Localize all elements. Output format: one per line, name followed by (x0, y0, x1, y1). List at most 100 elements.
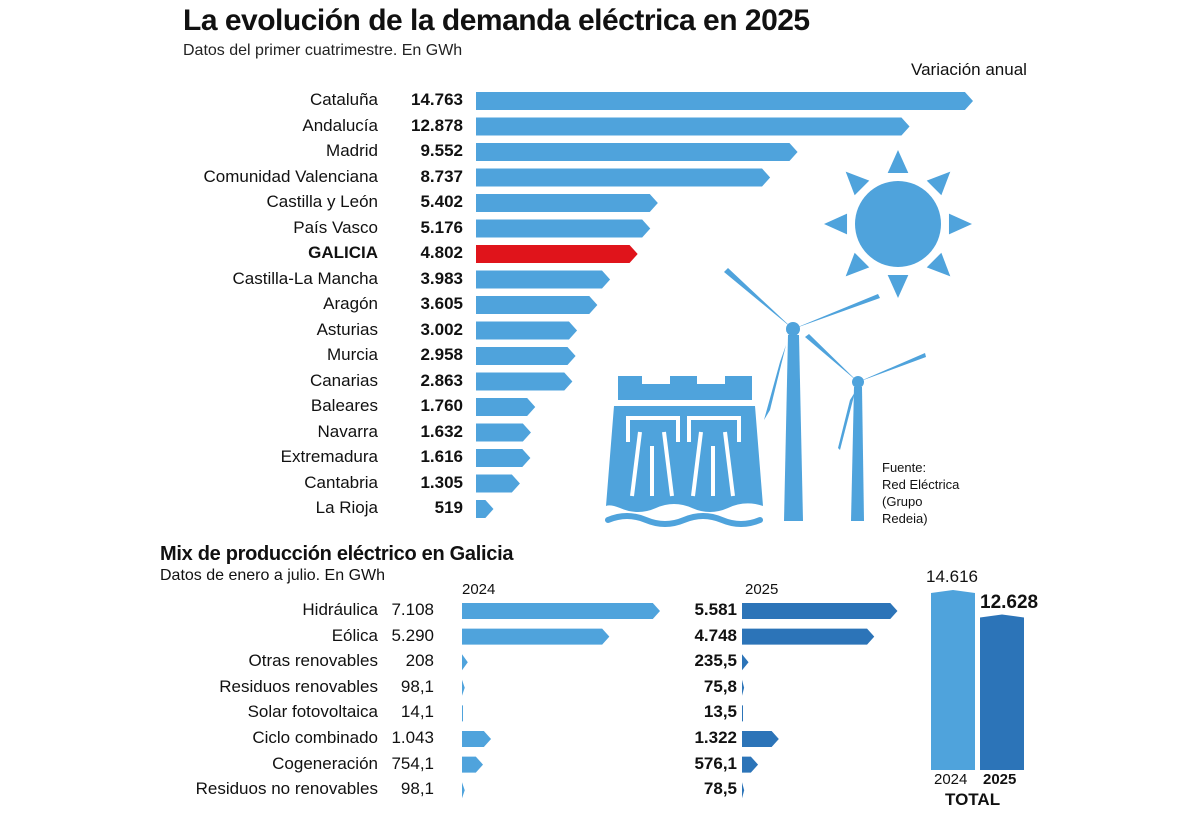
region-label: Castilla y León (266, 192, 378, 211)
region-label: Asturias (316, 319, 378, 339)
data-label: 1.632 (420, 421, 463, 441)
data-label: 519 (434, 498, 463, 517)
sun-ray (926, 252, 951, 277)
total-year-label: 2024 (934, 771, 968, 788)
data-label-2024: 7.108 (391, 600, 434, 619)
data-label-2025: 78,5 (703, 779, 737, 799)
region-label: Castilla-La Mancha (232, 268, 378, 288)
series-label-2024: 2024 (462, 581, 496, 598)
bar (476, 449, 531, 467)
bar-2025 (742, 654, 749, 671)
mix-subtitle: Datos de enero a julio. En GWh (160, 567, 386, 584)
sun-ray (824, 213, 848, 235)
bar-2024 (462, 603, 660, 619)
data-label-2025: 13,5 (703, 702, 737, 722)
data-label-2024: 1.043 (391, 728, 434, 747)
sun-ray (845, 252, 870, 277)
bar (476, 398, 536, 416)
data-label: 5.402 (420, 192, 463, 211)
bar (476, 423, 531, 442)
wind-turbine-icon (805, 334, 926, 521)
bar-2024 (462, 705, 463, 722)
sun-ray (948, 213, 972, 235)
total-bar (931, 590, 975, 770)
total-bar (980, 614, 1024, 770)
region-label: Cantabria (304, 472, 378, 492)
data-label: 3.002 (420, 319, 463, 339)
data-label-2025: 1.322 (694, 728, 737, 747)
region-label: Madrid (326, 141, 378, 160)
source-note: Fuente: Red Eléctrica (Grupo Redeia) (882, 459, 992, 527)
bar-2024 (462, 756, 484, 773)
region-label: Extremadura (280, 447, 378, 466)
series-label-2025: 2025 (745, 581, 779, 598)
bar (476, 474, 520, 493)
total-label-2025: 12.628 (980, 592, 1039, 613)
mix-title: Mix de producción eléctrico en Galicia (160, 543, 514, 565)
sun-ray (887, 150, 909, 174)
column-header: Variación anual (911, 60, 1027, 79)
bar (476, 117, 910, 136)
hydro-dam-icon (605, 376, 763, 527)
data-label: 3.983 (420, 268, 463, 288)
bar (476, 245, 638, 263)
source-line: Fuente: (882, 460, 927, 475)
data-label-2024: 5.290 (391, 625, 434, 645)
bar-2024 (462, 654, 468, 671)
region-label: Baleares (310, 396, 378, 415)
data-label-2024: 14,1 (400, 702, 434, 722)
sun-ray (887, 274, 909, 298)
bar (476, 347, 576, 365)
data-label-2025: 75,8 (703, 676, 737, 696)
source-label: Otras renovables (248, 651, 378, 671)
chart-subtitle: Datos del primer cuatrimestre. En GWh (183, 42, 463, 59)
total-label-2024: 14.616 (926, 567, 978, 586)
source-label: Solar fotovoltaica (247, 702, 378, 722)
data-label: 1.616 (420, 447, 463, 466)
data-label: 4.802 (420, 243, 463, 262)
region-label: La Rioja (315, 498, 378, 517)
source-line: (Grupo (882, 494, 923, 509)
source-line: Red Eléctrica (882, 477, 960, 492)
data-label: 3.605 (420, 294, 463, 313)
data-label-2024: 98,1 (400, 779, 434, 799)
source-label: Ciclo combinado (252, 728, 378, 747)
source-label: Eólica (331, 625, 378, 645)
total-title: TOTAL (945, 790, 1001, 809)
data-label: 8.737 (420, 166, 463, 186)
bar-2024 (462, 628, 610, 645)
data-label-2024: 208 (405, 651, 434, 671)
bar-2025 (742, 756, 759, 773)
source-label: Residuos renovables (219, 676, 378, 696)
bar-2024 (462, 679, 465, 696)
bar (476, 219, 651, 238)
data-label-2024: 98,1 (400, 676, 434, 696)
bar-2025 (742, 731, 779, 747)
source-label: Cogeneración (272, 753, 378, 773)
data-label-2025: 4.748 (694, 625, 737, 645)
bar-2024 (462, 731, 492, 747)
bar-2025 (742, 679, 745, 696)
bar (476, 372, 573, 391)
bar (476, 270, 611, 289)
region-label: Comunidad Valenciana (203, 166, 378, 186)
region-label: Aragón (323, 294, 378, 313)
sun-ray (845, 171, 870, 196)
bar (476, 143, 798, 161)
data-label: 1.305 (420, 472, 463, 492)
data-label: 5.176 (420, 217, 463, 237)
data-label-2024: 754,1 (391, 753, 434, 773)
region-label: Andalucía (302, 115, 378, 135)
region-label: Murcia (326, 345, 378, 364)
sun-icon (824, 150, 972, 298)
data-label-2025: 5.581 (694, 600, 737, 619)
region-label: GALICIA (308, 243, 378, 262)
data-label: 12.878 (411, 115, 463, 135)
chart-title: La evolución de la demanda eléctrica en … (183, 4, 810, 37)
bar-2025 (742, 603, 898, 619)
bar-2025 (742, 628, 875, 645)
bar (476, 500, 494, 518)
data-label: 2.958 (420, 345, 463, 364)
data-label: 14.763 (411, 90, 463, 109)
